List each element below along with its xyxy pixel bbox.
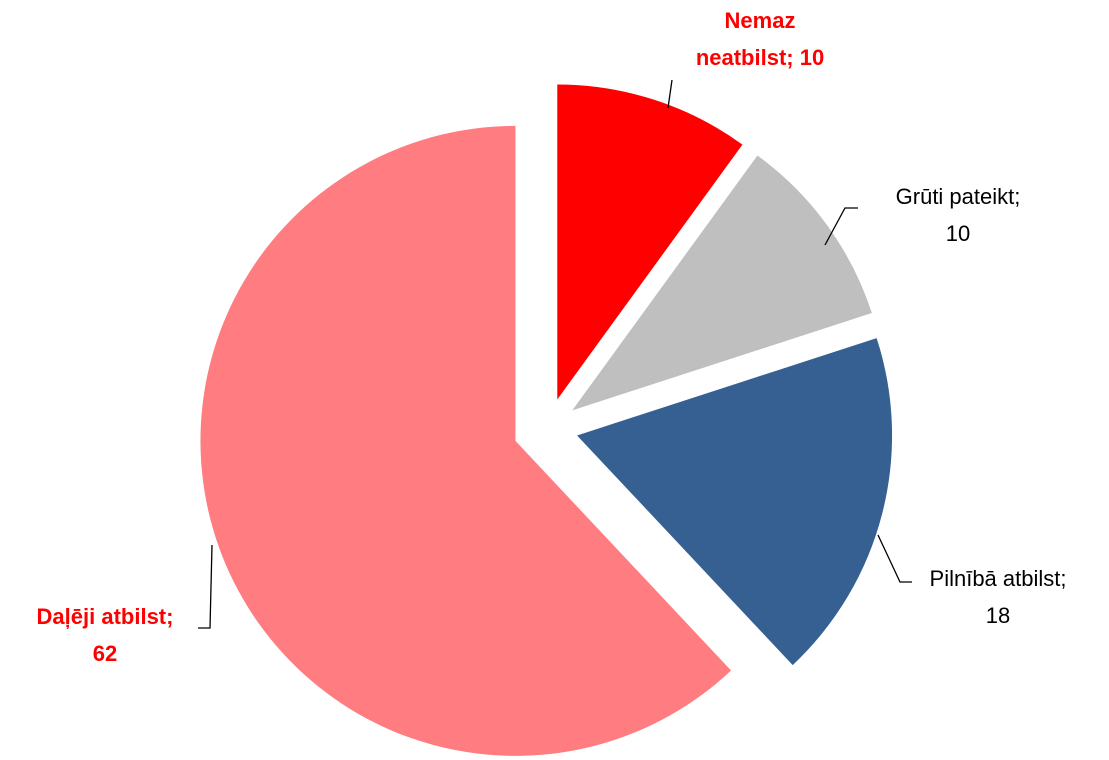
leader-line (877, 534, 912, 583)
pie-slice (557, 84, 743, 400)
label-line: Pilnībā atbilst; (930, 566, 1067, 591)
pie-slice (572, 155, 872, 411)
label-line: 18 (986, 603, 1010, 628)
pie-slice (577, 338, 893, 666)
label-line: Daļēji atbilst; (37, 604, 174, 629)
label-line: Nemaz (725, 8, 796, 33)
data-label: Nemaz neatbilst; 10 (696, 8, 824, 70)
label-line: Grūti pateikt; (896, 184, 1021, 209)
data-label: Grūti pateikt; 10 (896, 184, 1021, 246)
leader-line (198, 544, 213, 629)
label-line: neatbilst; 10 (696, 45, 824, 70)
data-label: Pilnībā atbilst; 18 (930, 566, 1067, 628)
leader-line (824, 207, 858, 246)
pie-slice (200, 125, 732, 756)
label-line: 62 (93, 641, 117, 666)
label-line: 10 (946, 221, 970, 246)
data-label: Daļēji atbilst; 62 (37, 604, 174, 666)
leader-line (667, 79, 673, 109)
